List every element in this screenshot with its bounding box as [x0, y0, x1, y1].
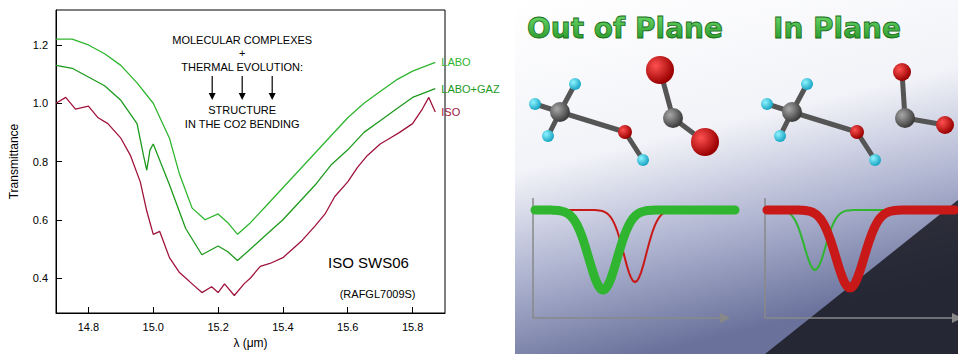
svg-text:15.0: 15.0 [143, 321, 164, 333]
svg-text:0.6: 0.6 [33, 214, 48, 226]
svg-text:15.6: 15.6 [337, 321, 358, 333]
svg-text:ISO SWS06: ISO SWS06 [328, 254, 409, 271]
svg-text:IN THE CO2 BENDING: IN THE CO2 BENDING [185, 118, 300, 130]
svg-text:MOLECULAR COMPLEXES: MOLECULAR COMPLEXES [172, 34, 312, 46]
svg-text:LABO+GAZ: LABO+GAZ [441, 83, 500, 95]
svg-text:LABO: LABO [441, 56, 471, 68]
svg-text:STRUCTURE: STRUCTURE [208, 104, 276, 116]
svg-text:15.2: 15.2 [207, 321, 228, 333]
svg-text:0.8: 0.8 [33, 156, 48, 168]
svg-text:In Plane: In Plane [773, 12, 901, 45]
svg-text:0.4: 0.4 [33, 272, 48, 284]
svg-text:ISO: ISO [441, 106, 460, 118]
svg-text:15.4: 15.4 [272, 321, 293, 333]
svg-text:Transmittance: Transmittance [7, 123, 21, 199]
svg-text:(RAFGL7009S): (RAFGL7009S) [340, 288, 416, 300]
svg-text:THERMAL EVOLUTION:: THERMAL EVOLUTION: [181, 61, 303, 73]
svg-text:1.0: 1.0 [33, 97, 48, 109]
svg-text:+: + [239, 47, 245, 59]
svg-text:λ (μm): λ (μm) [233, 336, 267, 350]
svg-text:Out of Plane: Out of Plane [527, 12, 723, 45]
svg-text:1.2: 1.2 [33, 39, 48, 51]
svg-text:14.8: 14.8 [78, 321, 99, 333]
svg-text:15.8: 15.8 [402, 321, 423, 333]
